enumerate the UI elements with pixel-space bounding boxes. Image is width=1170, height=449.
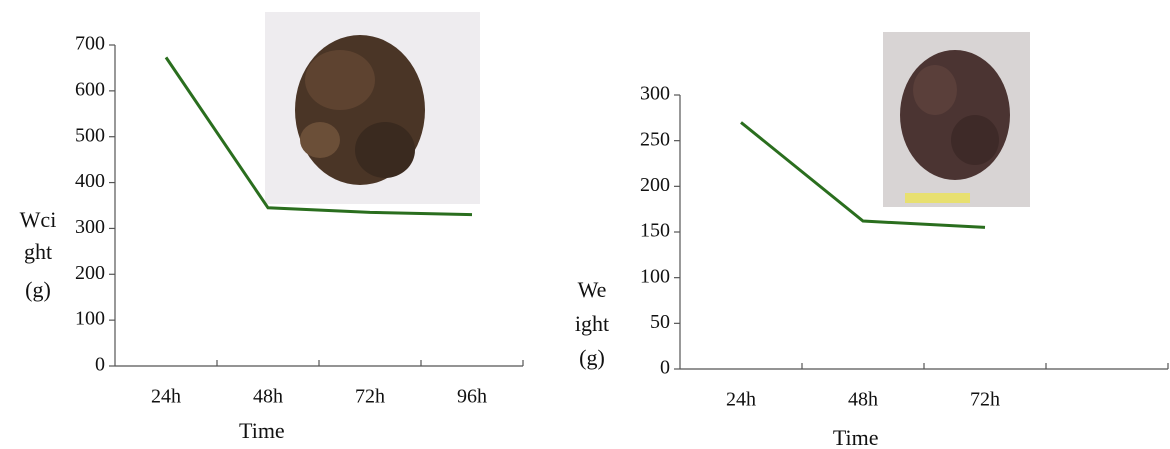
y-tick-label: 300 <box>75 216 105 238</box>
y-tick-label: 50 <box>650 311 670 333</box>
x-tick-label: 72h <box>970 389 1000 411</box>
y-tick-label: 250 <box>640 128 670 150</box>
x-axis-label: Time <box>239 418 285 443</box>
y-axis-label: ight <box>575 311 609 336</box>
x-tick-label: 24h <box>151 386 181 408</box>
x-tick-label: 96h <box>457 386 487 408</box>
y-tick-label: 150 <box>640 220 670 242</box>
photo <box>265 12 480 204</box>
data-line <box>164 56 473 217</box>
y-tick-label: 400 <box>75 170 105 192</box>
y-tick-label: 700 <box>75 33 105 55</box>
y-tick-label: 600 <box>75 78 105 100</box>
y-tick-label: 0 <box>95 354 105 376</box>
x-tick-label: 72h <box>355 386 385 408</box>
x-axis-label: Time <box>833 425 879 449</box>
y-tick-label: 0 <box>660 357 670 379</box>
x-tick-label: 48h <box>848 389 878 411</box>
y-tick-label: 200 <box>75 262 105 284</box>
y-axis-label: (g) <box>25 277 51 302</box>
y-axis-label: We <box>578 277 607 302</box>
photo <box>883 32 1030 207</box>
y-tick-label: 300 <box>640 83 670 105</box>
y-tick-label: 100 <box>640 265 670 287</box>
y-tick-label: 100 <box>75 308 105 330</box>
y-axis-label: (g) <box>579 345 605 370</box>
y-axis-label: ght <box>24 239 52 264</box>
x-tick-label: 24h <box>726 389 756 411</box>
y-axis-label: Wci <box>20 207 57 232</box>
x-tick-label: 48h <box>253 386 283 408</box>
data-line <box>740 121 986 229</box>
y-tick-label: 500 <box>75 124 105 146</box>
y-tick-label: 200 <box>640 174 670 196</box>
